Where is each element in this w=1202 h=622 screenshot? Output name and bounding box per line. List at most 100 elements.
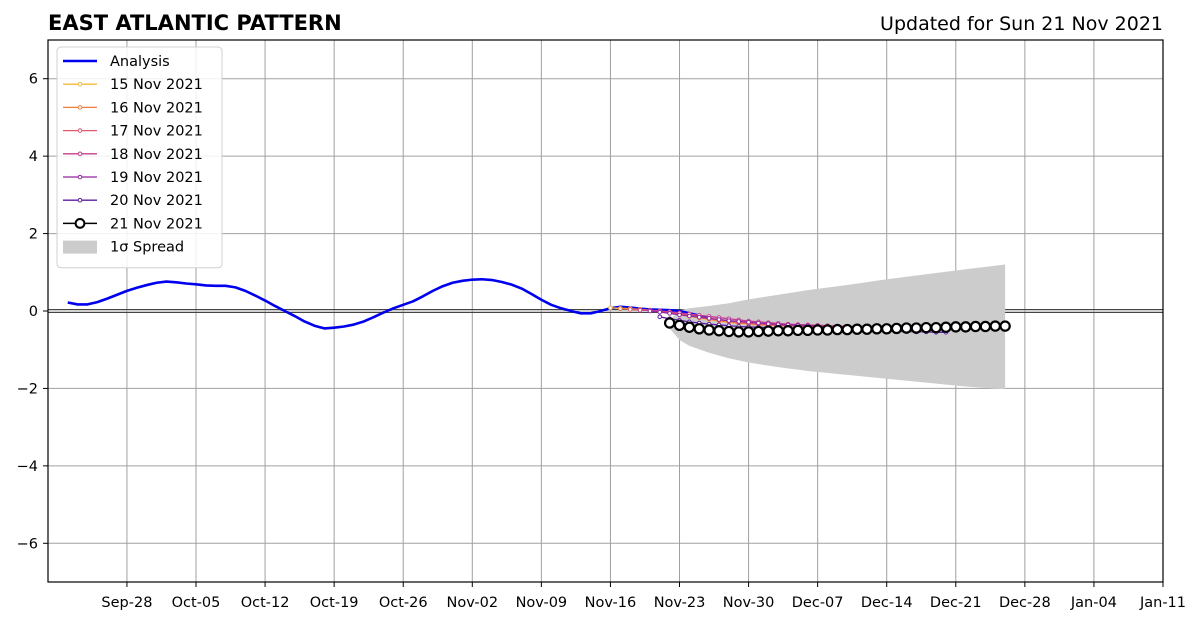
y-tick-label: 6 bbox=[29, 72, 38, 88]
forecast-point bbox=[989, 320, 1001, 332]
forecast-point bbox=[716, 317, 722, 322]
legend-swatch-marker bbox=[77, 197, 83, 203]
forecast-point bbox=[979, 320, 992, 333]
legend-label: 15 Nov 2021 bbox=[110, 77, 203, 93]
y-tick-label: −2 bbox=[17, 381, 38, 397]
x-tick-label: Nov-16 bbox=[585, 595, 637, 611]
forecast-point bbox=[841, 323, 853, 336]
legend-swatch-patch bbox=[63, 240, 97, 254]
forecast-point bbox=[792, 324, 804, 337]
x-tick-label: Oct-05 bbox=[172, 595, 221, 611]
legend-swatch-marker bbox=[77, 128, 83, 133]
axes-frame bbox=[47, 39, 1164, 583]
forecast-point bbox=[657, 309, 663, 315]
forecast-point bbox=[950, 321, 962, 333]
forecast-point bbox=[851, 323, 863, 335]
forecast-point bbox=[733, 326, 745, 338]
legend-label: 16 Nov 2021 bbox=[110, 100, 203, 116]
forecast-point bbox=[608, 305, 613, 311]
legend-label: 21 Nov 2021 bbox=[110, 216, 203, 232]
x-tick-label: Dec-21 bbox=[930, 595, 982, 611]
forecast-point bbox=[627, 307, 633, 312]
legend-box bbox=[56, 46, 223, 269]
legend-item: 20 Nov 2021 bbox=[63, 193, 203, 209]
x-tick-label: Oct-26 bbox=[379, 595, 428, 611]
forecast-point bbox=[696, 314, 702, 320]
x-tick-label: Jan-04 bbox=[1070, 595, 1117, 611]
y-tick-label: −6 bbox=[17, 536, 38, 552]
forecast-point bbox=[726, 318, 732, 323]
legend-label: 19 Nov 2021 bbox=[110, 170, 203, 186]
forecast-point bbox=[940, 321, 952, 333]
forecast-point bbox=[772, 325, 784, 337]
forecast-point bbox=[811, 324, 824, 336]
legend-label: 18 Nov 2021 bbox=[110, 147, 203, 163]
legend-label: 1σ Spread bbox=[110, 240, 184, 256]
forecast-point bbox=[637, 307, 643, 313]
legend-item: 16 Nov 2021 bbox=[63, 100, 203, 116]
x-tick-label: Oct-12 bbox=[241, 595, 290, 611]
forecast-point bbox=[673, 319, 686, 332]
plot-area: Sep-28 Oct-05 Oct-12 Oct-19 Oct-26 Nov-02 Nov-… bbox=[17, 39, 1186, 611]
legend-label: 20 Nov 2021 bbox=[110, 193, 203, 209]
x-tick-label: Oct-19 bbox=[310, 595, 359, 611]
forecast-point bbox=[742, 326, 755, 338]
forecast-point bbox=[959, 321, 972, 333]
legend: Analysis 15 Nov 2021 16 Nov 2021 17 Nov 202… bbox=[56, 46, 223, 269]
y-tick-label: 2 bbox=[29, 227, 38, 243]
x-tick-label: Sep-28 bbox=[101, 595, 152, 611]
forecast-point bbox=[663, 317, 676, 329]
legend-swatch-marker bbox=[77, 105, 83, 110]
legend-item: 21 Nov 2021 bbox=[63, 216, 203, 232]
forecast-point bbox=[782, 325, 794, 337]
forecast-point bbox=[736, 319, 742, 324]
legend-item: 17 Nov 2021 bbox=[63, 124, 203, 140]
legend-item: 15 Nov 2021 bbox=[63, 77, 203, 93]
forecast-point bbox=[667, 311, 672, 316]
forecast-point bbox=[723, 325, 735, 338]
legend-label: 17 Nov 2021 bbox=[110, 124, 203, 140]
forecast-point bbox=[677, 312, 682, 318]
analysis-series-line bbox=[67, 277, 710, 330]
forecast-point bbox=[861, 323, 873, 335]
forecast-point bbox=[657, 314, 663, 320]
forecast-point bbox=[900, 322, 913, 334]
forecast-point bbox=[890, 322, 903, 335]
forecast-point bbox=[746, 319, 751, 325]
forecast-point bbox=[703, 324, 715, 336]
x-tick-label: Nov-02 bbox=[446, 595, 498, 611]
forecast-point bbox=[871, 323, 883, 335]
legend-swatch-marker bbox=[77, 174, 83, 180]
legend-item: 1σ Spread bbox=[63, 240, 184, 256]
chart-updated-subtitle: Updated for Sun 21 Nov 2021 bbox=[880, 13, 1163, 35]
forecast-point bbox=[762, 325, 775, 337]
x-tick-label: Nov-30 bbox=[723, 595, 775, 611]
x-tick-label: Nov-09 bbox=[516, 595, 568, 611]
x-tick-label: Dec-07 bbox=[792, 595, 844, 611]
forecast-point bbox=[766, 321, 771, 327]
legend-item: 19 Nov 2021 bbox=[63, 170, 203, 186]
y-tick-label: −4 bbox=[17, 459, 38, 475]
forecast-point bbox=[920, 321, 932, 334]
forecast-point bbox=[802, 324, 814, 337]
forecast-point bbox=[999, 320, 1011, 332]
forecast-point bbox=[693, 323, 705, 335]
legend-label: Analysis bbox=[110, 54, 170, 70]
forecast-point bbox=[969, 320, 982, 333]
forecast-point bbox=[930, 321, 942, 334]
legend-item: 18 Nov 2021 bbox=[63, 147, 203, 163]
legend-item: Analysis bbox=[63, 54, 170, 70]
forecast-point bbox=[647, 308, 653, 314]
chart-title: EAST ATLANTIC PATTERN bbox=[48, 11, 342, 35]
forecast-point bbox=[687, 313, 692, 319]
legend-swatch-marker bbox=[77, 81, 83, 87]
forecast-point bbox=[752, 325, 765, 338]
x-tick-label: Dec-14 bbox=[861, 595, 913, 611]
legend-swatch-marker bbox=[77, 151, 83, 157]
y-tick-label: 4 bbox=[29, 149, 38, 165]
forecast-point bbox=[713, 325, 725, 337]
forecast-point bbox=[881, 323, 893, 335]
legend-swatch-marker bbox=[74, 218, 86, 229]
forecast-point bbox=[831, 323, 844, 336]
